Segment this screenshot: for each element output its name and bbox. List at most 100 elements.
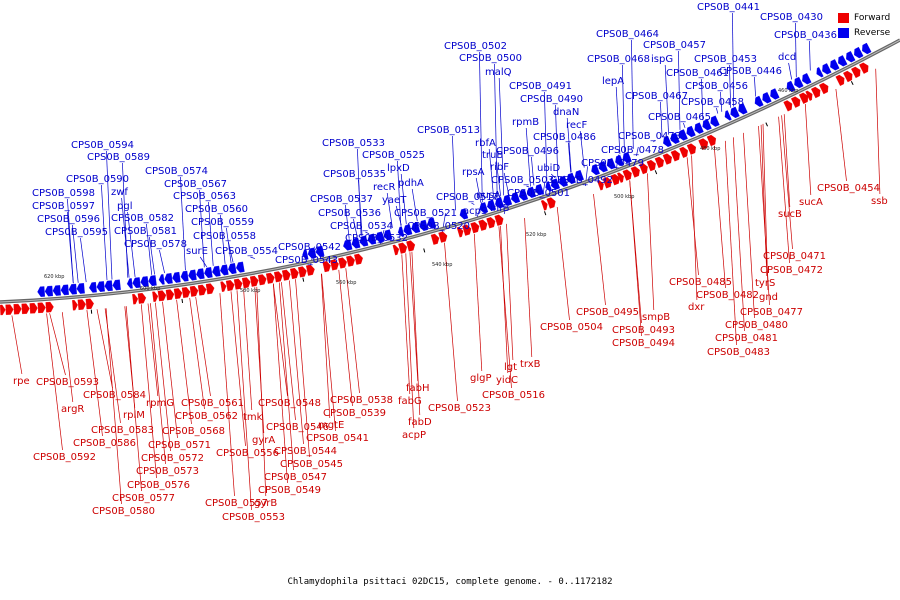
- reverse-gene-arrow: [550, 178, 560, 190]
- reverse-gene-label: CPS0B_0501: [507, 188, 570, 199]
- reverse-leader-line: [475, 177, 482, 203]
- forward-gene-arrow: [77, 299, 86, 310]
- reverse-gene-arrow: [236, 261, 245, 273]
- reverse-leader-line: [701, 78, 704, 121]
- reverse-gene-arrow: [495, 197, 505, 209]
- forward-leader-line: [686, 157, 699, 276]
- reverse-gene-label: CPS0B_0468: [587, 54, 650, 65]
- forward-gene-label: CPS0B_0557: [205, 498, 268, 509]
- reverse-gene-label: CPS0B_0535: [323, 169, 386, 180]
- forward-gene-arrow: [72, 300, 78, 311]
- reverse-gene-arrow: [315, 245, 325, 257]
- forward-gene-arrow: [257, 274, 267, 286]
- reverse-gene-label: rpmB: [512, 117, 539, 128]
- reverse-leader-line: [199, 256, 208, 268]
- forward-gene-label: CPS0B_0539: [323, 408, 386, 419]
- reverse-gene-arrow: [770, 88, 780, 100]
- reverse-leader-line: [488, 148, 495, 199]
- forward-gene-arrow: [602, 177, 612, 189]
- reverse-gene-label: acpS: [463, 206, 487, 217]
- reverse-gene-label: CPS0B_0596: [37, 214, 100, 225]
- forward-leader-line: [278, 282, 294, 471]
- reverse-gene-arrow: [212, 265, 221, 277]
- forward-gene-arrow: [456, 226, 464, 238]
- forward-gene-arrow: [45, 301, 54, 313]
- forward-leader-line: [195, 296, 211, 397]
- forward-gene-arrow: [698, 138, 709, 150]
- reverse-leader-line: [67, 211, 74, 284]
- forward-gene-arrow: [330, 259, 339, 271]
- reverse-gene-label: ribF: [490, 162, 509, 173]
- forward-gene-label: CPS0B_0472: [760, 265, 823, 276]
- reverse-gene-arrow: [44, 285, 53, 297]
- reverse-gene-label: CPS0B_0436: [774, 30, 837, 41]
- leader-lines: [11, 12, 881, 511]
- forward-leader-line: [272, 283, 288, 484]
- reverse-gene-arrow: [459, 208, 469, 220]
- forward-gene-arrow: [438, 231, 448, 243]
- forward-leader-line: [804, 103, 812, 196]
- forward-gene-label: CPS0B_0561: [181, 398, 244, 409]
- small-tick-mark: [544, 211, 547, 216]
- reverse-leader-line: [80, 237, 87, 283]
- forward-leader-line: [743, 132, 755, 319]
- forward-leader-line: [875, 68, 881, 195]
- reverse-leader-line: [568, 142, 572, 173]
- forward-leader-line: [140, 304, 157, 479]
- reverse-gene-arrow: [526, 186, 537, 198]
- forward-gene-label: CPS0B_0571: [148, 440, 211, 451]
- reverse-gene-label: CPS0B_0458: [681, 97, 744, 108]
- reverse-gene-arrow: [180, 270, 189, 282]
- forward-gene-label: gnd: [759, 292, 778, 303]
- reverse-gene-arrow: [724, 110, 732, 121]
- forward-gene-label: CPS0B_0494: [612, 338, 675, 349]
- reverse-gene-arrow: [383, 229, 393, 241]
- reverse-gene-label: truB: [482, 150, 503, 161]
- reverse-leader-line: [397, 160, 402, 226]
- forward-gene-label: acpP: [402, 430, 426, 441]
- forward-gene-arrow: [241, 277, 251, 289]
- forward-gene-arrow: [354, 253, 363, 265]
- reverse-gene-label: CPS0B_0461: [666, 68, 729, 79]
- reverse-leader-line: [653, 139, 656, 143]
- reverse-gene-label: lpxD: [387, 163, 410, 174]
- forward-leader-line: [295, 279, 310, 458]
- forward-gene-label: rpmG: [146, 398, 174, 409]
- reverse-leader-line: [395, 205, 402, 226]
- reverse-gene-label: CPS0B_0533: [322, 138, 385, 149]
- forward-gene-arrow: [189, 285, 199, 297]
- reverse-gene-label: CPS0B_0465: [648, 112, 711, 123]
- forward-gene-label: tyrS: [755, 278, 775, 289]
- reverse-gene-label: CPS0B_0513: [417, 125, 480, 136]
- reverse-gene-arrow: [762, 92, 772, 104]
- reverse-gene-label: CPS0B_0464: [596, 29, 659, 40]
- forward-gene-arrow: [273, 271, 283, 283]
- forward-gene-arrow: [783, 100, 793, 112]
- reverse-gene-arrow: [140, 276, 149, 288]
- forward-gene-arrow: [617, 172, 624, 183]
- tick-label: 560 kbp: [336, 280, 356, 286]
- reverse-gene-arrow: [816, 67, 824, 78]
- forward-gene-arrow: [706, 134, 717, 147]
- reverse-leader-line: [809, 40, 811, 71]
- reverse-leader-line: [358, 179, 363, 236]
- reverse-leader-line: [146, 223, 153, 275]
- reverse-gene-label: CPS0B_0536: [318, 208, 381, 219]
- forward-gene-arrow: [298, 266, 307, 278]
- reverse-gene-label: CPS0B_0594: [71, 140, 134, 151]
- reverse-leader-line: [664, 64, 669, 135]
- reverse-leader-line: [479, 51, 483, 203]
- reverse-gene-label: CPS0B_0554: [215, 246, 278, 257]
- reverse-gene-label: CPS0B_0532: [345, 233, 408, 244]
- forward-leader-line: [189, 297, 205, 410]
- legend-forward: Forward: [838, 10, 890, 25]
- forward-gene-arrow: [679, 146, 688, 158]
- reverse-gene-arrow: [694, 122, 704, 134]
- forward-gene-arrow: [322, 261, 331, 273]
- forward-gene-label: CPS0B_0523: [428, 403, 491, 414]
- forward-leader-line: [835, 88, 847, 182]
- forward-gene-label: tmk: [243, 412, 263, 423]
- forward-gene-label: CPS0B_0584: [83, 390, 146, 401]
- forward-leader-line: [500, 225, 509, 374]
